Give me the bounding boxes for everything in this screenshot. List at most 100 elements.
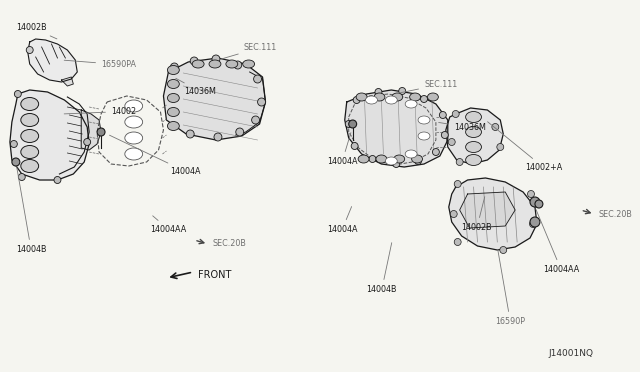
Circle shape <box>12 158 20 166</box>
Ellipse shape <box>168 65 179 74</box>
Polygon shape <box>460 192 515 228</box>
Polygon shape <box>81 110 101 150</box>
Circle shape <box>257 98 266 106</box>
Ellipse shape <box>192 60 204 68</box>
Circle shape <box>530 217 540 227</box>
Ellipse shape <box>356 93 367 101</box>
Text: SEC.111: SEC.111 <box>397 80 457 93</box>
Circle shape <box>535 200 543 208</box>
Circle shape <box>10 141 17 148</box>
Text: 14002+A: 14002+A <box>488 122 563 172</box>
Circle shape <box>448 138 455 145</box>
Ellipse shape <box>418 132 430 140</box>
Ellipse shape <box>125 100 143 112</box>
Circle shape <box>420 96 428 103</box>
Ellipse shape <box>410 93 420 101</box>
Circle shape <box>26 46 33 54</box>
Circle shape <box>439 112 446 119</box>
Circle shape <box>454 238 461 246</box>
Ellipse shape <box>405 100 417 108</box>
Ellipse shape <box>168 122 179 131</box>
Ellipse shape <box>168 80 179 89</box>
Circle shape <box>351 142 358 150</box>
Circle shape <box>353 96 360 103</box>
Circle shape <box>236 128 244 136</box>
Ellipse shape <box>226 60 237 68</box>
Text: 14004A: 14004A <box>327 206 357 234</box>
Text: 14004A: 14004A <box>109 135 201 176</box>
Ellipse shape <box>418 116 430 124</box>
Ellipse shape <box>405 150 417 158</box>
Ellipse shape <box>365 96 378 104</box>
Text: 16590P: 16590P <box>495 250 525 326</box>
Ellipse shape <box>168 93 179 103</box>
Circle shape <box>252 116 260 124</box>
Circle shape <box>393 160 400 167</box>
Circle shape <box>253 75 262 83</box>
Circle shape <box>234 61 242 69</box>
Ellipse shape <box>394 155 404 163</box>
Circle shape <box>442 131 448 138</box>
Text: 14036M: 14036M <box>438 122 486 132</box>
Circle shape <box>454 180 461 187</box>
Circle shape <box>529 221 536 228</box>
Text: SEC.20B: SEC.20B <box>598 209 632 218</box>
Circle shape <box>170 63 179 71</box>
Circle shape <box>19 173 25 180</box>
Ellipse shape <box>392 93 403 101</box>
Circle shape <box>97 128 105 136</box>
Circle shape <box>186 130 194 138</box>
Circle shape <box>433 148 439 155</box>
Circle shape <box>456 158 463 166</box>
Ellipse shape <box>21 129 38 142</box>
Ellipse shape <box>209 60 221 68</box>
Ellipse shape <box>428 93 438 101</box>
Text: SEC.20B: SEC.20B <box>212 240 246 248</box>
Ellipse shape <box>21 97 38 110</box>
Polygon shape <box>163 58 266 140</box>
Ellipse shape <box>21 160 38 173</box>
Circle shape <box>451 211 457 218</box>
Circle shape <box>349 120 356 128</box>
Text: 14002B: 14002B <box>461 197 492 232</box>
Ellipse shape <box>466 112 481 122</box>
Ellipse shape <box>21 113 38 126</box>
Text: 14004B: 14004B <box>16 165 46 254</box>
Circle shape <box>415 157 422 164</box>
Ellipse shape <box>21 145 38 158</box>
Circle shape <box>190 57 198 65</box>
Ellipse shape <box>125 148 143 160</box>
Circle shape <box>530 197 540 207</box>
Polygon shape <box>345 90 448 167</box>
Ellipse shape <box>385 157 397 165</box>
Text: SEC.111: SEC.111 <box>221 43 277 59</box>
Circle shape <box>14 90 21 97</box>
Circle shape <box>375 89 382 96</box>
Text: J14001NQ: J14001NQ <box>549 349 594 358</box>
Ellipse shape <box>243 60 255 68</box>
Text: FRONT: FRONT <box>198 270 232 280</box>
Ellipse shape <box>358 155 369 163</box>
Circle shape <box>452 110 459 118</box>
Polygon shape <box>28 39 77 82</box>
Circle shape <box>54 176 61 183</box>
Ellipse shape <box>466 154 481 166</box>
Ellipse shape <box>376 155 387 163</box>
Ellipse shape <box>466 126 481 138</box>
Polygon shape <box>61 77 74 86</box>
Circle shape <box>492 124 499 131</box>
Ellipse shape <box>374 93 385 101</box>
Circle shape <box>497 144 504 151</box>
Text: 14004AA: 14004AA <box>150 216 187 234</box>
Text: 14004A: 14004A <box>327 133 357 166</box>
Polygon shape <box>449 178 537 250</box>
Circle shape <box>369 155 376 163</box>
Circle shape <box>345 121 352 128</box>
Circle shape <box>214 133 222 141</box>
Text: 14002: 14002 <box>64 107 136 116</box>
Ellipse shape <box>385 96 397 104</box>
Circle shape <box>527 190 534 198</box>
Circle shape <box>84 138 91 145</box>
Polygon shape <box>10 90 89 180</box>
Circle shape <box>500 247 507 253</box>
